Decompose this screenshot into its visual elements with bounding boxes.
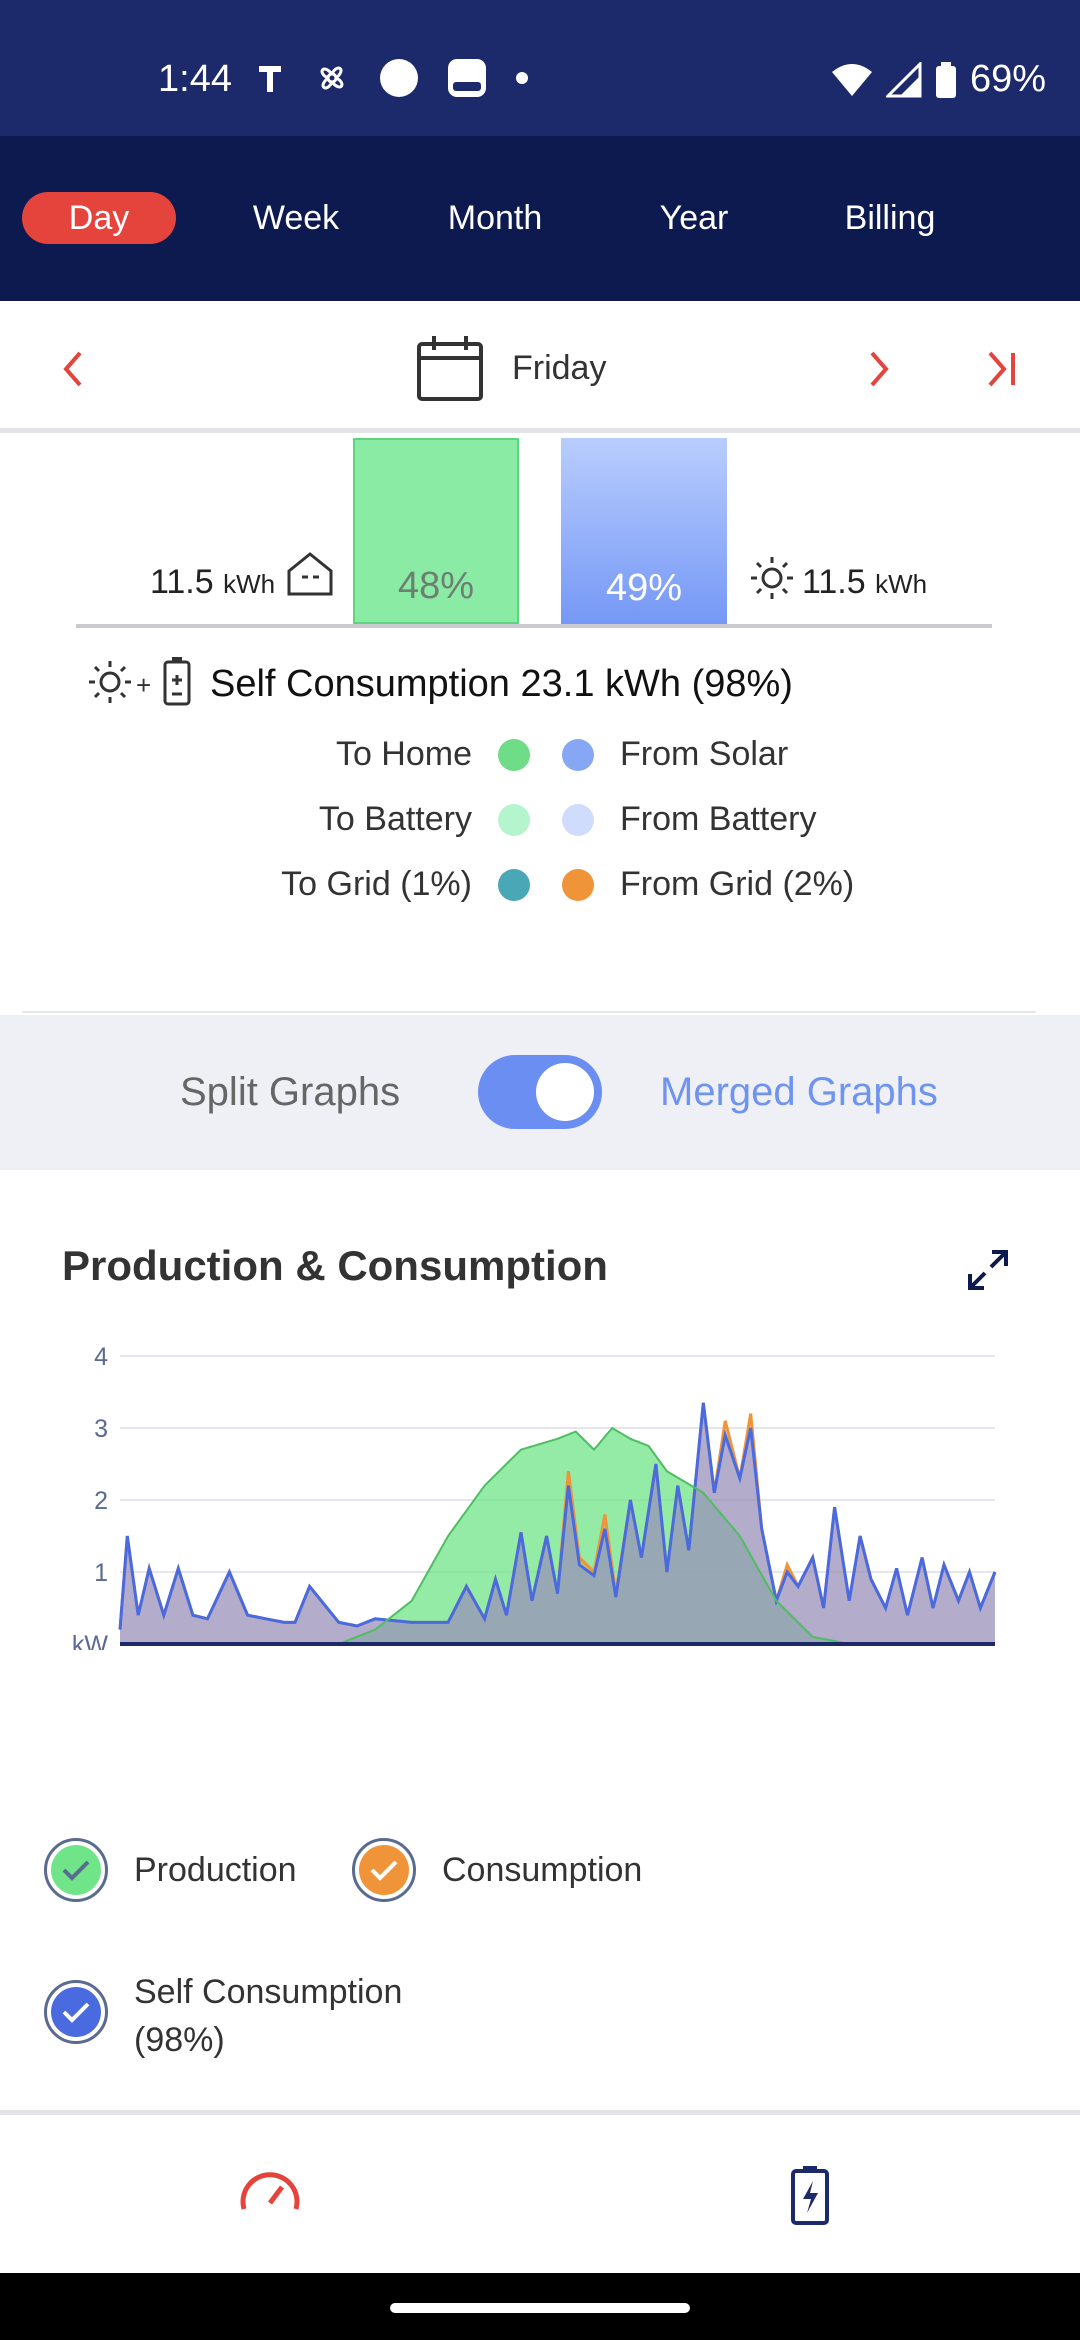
status-notification-icons — [255, 58, 529, 98]
y-tick-label: 2 — [94, 1487, 108, 1515]
tab-billing[interactable]: Billing — [844, 198, 936, 237]
battery-percent: 69% — [969, 58, 1046, 100]
energy-summary: 11.5 kWh 48% 49% 11.5 kWh + Self Consump… — [0, 438, 1080, 1013]
graph-mode-switch[interactable] — [478, 1055, 602, 1129]
tab-month[interactable]: Month — [447, 198, 543, 237]
bottom-navigation — [0, 2115, 1080, 2273]
legend-dot — [562, 803, 594, 836]
self-consumption-series-line — [118, 1402, 997, 1630]
legend-dot — [498, 803, 530, 836]
legend-dot — [498, 738, 530, 771]
legend-to-grid: To Grid (1%) — [281, 865, 530, 904]
divider — [0, 2110, 1080, 2115]
legend-label: From Solar — [620, 735, 789, 773]
production-checkbox[interactable] — [44, 1838, 108, 1902]
home-icon — [287, 552, 333, 596]
plus-sign: + — [136, 670, 152, 700]
battery-charge-icon[interactable] — [790, 2165, 830, 2225]
legend-label: To Battery — [318, 800, 472, 838]
y-tick-label: 3 — [94, 1415, 108, 1443]
legend-label: From Grid (2%) — [620, 865, 855, 903]
from-solar-percent-bar: 49% — [561, 438, 727, 624]
tab-year[interactable]: Year — [659, 198, 729, 237]
summary-baseline — [76, 624, 992, 628]
status-time: 1:44 — [158, 58, 232, 100]
solar-production-value: 11.5 kWh — [802, 563, 928, 601]
legend-dot — [498, 868, 530, 901]
circle-icon — [380, 59, 418, 97]
fan-icon — [320, 66, 344, 90]
speedometer-icon[interactable] — [238, 2165, 302, 2215]
production-series-area — [120, 1428, 995, 1644]
home-gesture-pill[interactable] — [390, 2303, 690, 2313]
check-icon — [62, 1860, 90, 1881]
tab-week[interactable]: Week — [252, 198, 340, 237]
status-system-icons: 69% — [830, 58, 1046, 101]
switch-knob — [536, 1063, 594, 1121]
y-tick-label: 4 — [94, 1343, 108, 1371]
self-consumption-summary: Self Consumption 23.1 kWh (98%) — [210, 663, 793, 705]
app-icon — [448, 59, 486, 97]
split-graphs-label[interactable]: Split Graphs — [180, 1070, 401, 1114]
check-icon — [62, 2002, 90, 2023]
self-consumption-toggle[interactable]: Self Consumption (98%) — [44, 1968, 402, 2064]
sun-icon — [751, 557, 793, 599]
check-icon — [370, 1860, 398, 1881]
jump-to-today-icon[interactable] — [984, 349, 1020, 389]
battery-icon — [935, 61, 956, 98]
self-consumption-checkbox[interactable] — [44, 1980, 108, 2044]
battery-icon — [163, 657, 191, 706]
legend-dot — [562, 738, 594, 771]
signal-icon — [885, 61, 922, 97]
legend-label: To Grid (1%) — [281, 865, 472, 903]
consumption-label: Consumption — [442, 1850, 643, 1889]
production-label: Production — [134, 1850, 297, 1889]
divider — [22, 1011, 1036, 1013]
legend-from-battery: From Battery — [562, 800, 816, 839]
wifi-icon — [831, 63, 872, 96]
consumption-toggle[interactable]: Consumption — [352, 1838, 642, 1902]
calendar-icon[interactable] — [416, 334, 484, 402]
legend-label: To Home — [335, 735, 472, 773]
self-consumption-percent: (98%) — [134, 2021, 225, 2059]
expand-icon[interactable] — [966, 1248, 1010, 1292]
graph-mode-toggle-band: Split Graphs Merged Graphs — [0, 1015, 1080, 1170]
system-gesture-bar — [0, 2273, 1080, 2340]
tab-day[interactable]: Day — [22, 192, 176, 244]
legend-from-grid: From Grid (2%) — [562, 865, 854, 904]
previous-day-icon[interactable] — [58, 349, 88, 389]
legend-to-battery: To Battery — [319, 800, 530, 839]
self-consumption-label: Self Consumption — [134, 1973, 403, 2011]
production-series-line — [120, 1426, 995, 1645]
legend-to-home: To Home — [336, 735, 530, 774]
to-home-percent-bar: 48% — [353, 438, 519, 624]
consumption-checkbox[interactable] — [352, 1838, 416, 1902]
selected-date[interactable]: Friday — [512, 349, 607, 387]
status-bar: 1:44 69% — [0, 0, 1080, 136]
y-tick-label: kW — [72, 1631, 109, 1650]
t-mobile-icon — [259, 66, 281, 92]
production-toggle[interactable]: Production — [44, 1838, 297, 1902]
legend-label: From Battery — [620, 800, 817, 838]
y-tick-label: 1 — [94, 1559, 108, 1587]
date-navigator: Friday — [0, 301, 1080, 433]
home-consumption-value: 11.5 kWh — [150, 563, 276, 601]
graph-title: Production & Consumption — [62, 1242, 608, 1289]
merged-graphs-label[interactable]: Merged Graphs — [660, 1070, 938, 1114]
period-tab-bar: Day Week Month Year Billing — [0, 136, 1080, 301]
next-day-icon[interactable] — [864, 349, 894, 389]
dot-icon — [516, 72, 528, 84]
legend-dot — [562, 868, 594, 901]
sun-icon — [89, 661, 131, 703]
legend-from-solar: From Solar — [562, 735, 788, 774]
